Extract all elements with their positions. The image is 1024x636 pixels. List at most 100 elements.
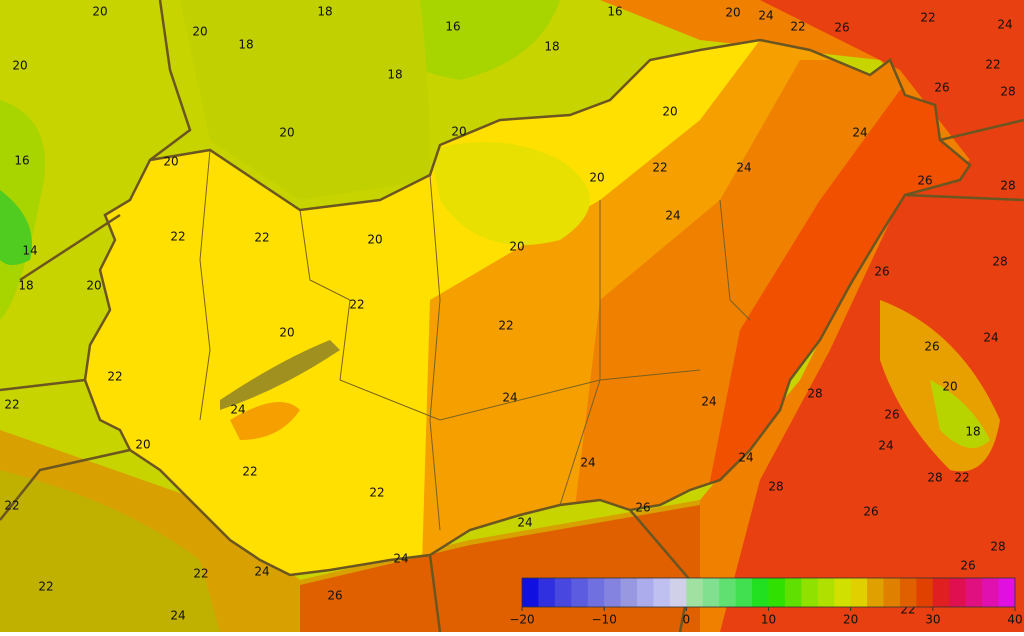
contour-label: 24 (517, 516, 532, 530)
contour-label: 26 (863, 505, 878, 519)
contour-label: 16 (445, 20, 460, 34)
contour-label: 24 (736, 161, 751, 175)
colorbar-swatch (998, 578, 1016, 607)
colorbar-swatch (653, 578, 671, 607)
colorbar-swatch (768, 578, 786, 607)
contour-label: 18 (238, 38, 253, 52)
contour-label: 24 (170, 609, 185, 623)
contour-label: 24 (701, 395, 716, 409)
colorbar-swatch (916, 578, 934, 607)
contour-label: 16 (607, 5, 622, 19)
contour-label: 26 (635, 501, 650, 515)
contour-label: 28 (990, 540, 1005, 554)
contour-label: 24 (230, 403, 245, 417)
contour-label: 24 (393, 552, 408, 566)
colorbar-swatch (571, 578, 589, 607)
contour-label: 22 (985, 58, 1000, 72)
colorbar-tick-label: 30 (925, 613, 940, 627)
contour-label: 20 (12, 59, 27, 73)
contour-label: 24 (502, 391, 517, 405)
contour-label: 20 (192, 25, 207, 39)
colorbar-swatch (669, 578, 687, 607)
contour-label: 28 (1000, 85, 1015, 99)
contour-label: 22 (242, 465, 257, 479)
contour-label: 24 (852, 126, 867, 140)
contour-label: 26 (924, 340, 939, 354)
colorbar-swatch (965, 578, 983, 607)
colorbar-swatch (899, 578, 917, 607)
colorbar: −20 −10 0 10 20 30 40 (509, 577, 1023, 627)
contour-label: 28 (807, 387, 822, 401)
colorbar-swatch (784, 578, 802, 607)
colorbar-tick-label: −10 (592, 613, 617, 627)
colorbar-swatch (883, 578, 901, 607)
contour-label: 26 (884, 408, 899, 422)
contour-label: 20 (92, 5, 107, 19)
contour-label: 22 (4, 398, 19, 412)
contour-label: 20 (86, 279, 101, 293)
contour-label: 18 (18, 279, 33, 293)
contour-label: 20 (367, 233, 382, 247)
contour-label: 20 (135, 438, 150, 452)
contour-label: 22 (254, 231, 269, 245)
colorbar-swatch (719, 578, 737, 607)
contour-label: 20 (942, 380, 957, 394)
colorbar-swatch (752, 578, 769, 607)
colorbar-swatch (587, 578, 605, 607)
colorbar-tick-label: 40 (1007, 613, 1022, 627)
contour-label: 20 (279, 326, 294, 340)
colorbar-swatch (949, 578, 967, 607)
contour-label: 24 (983, 331, 998, 345)
contour-label: 22 (652, 161, 667, 175)
contour-label: 18 (387, 68, 402, 82)
contour-label: 14 (22, 244, 37, 258)
contour-label: 28 (992, 255, 1007, 269)
colorbar-swatch (982, 578, 1000, 607)
contour-label: 22 (369, 486, 384, 500)
contour-label: 26 (327, 589, 342, 603)
contour-label: 20 (163, 155, 178, 169)
contour-label: 26 (917, 174, 932, 188)
contour-label: 22 (193, 567, 208, 581)
contour-label: 24 (665, 209, 680, 223)
colorbar-swatch (735, 578, 753, 607)
contour-label: 22 (954, 471, 969, 485)
colorbar-tick-label: 0 (683, 613, 691, 627)
contour-label: 26 (960, 559, 975, 573)
contour-label: 24 (738, 451, 753, 465)
colorbar-swatch (554, 578, 572, 607)
contour-label: 18 (965, 425, 980, 439)
contour-label: 24 (878, 439, 893, 453)
contour-label: 22 (4, 499, 19, 513)
contour-label: 20 (589, 171, 604, 185)
colorbar-tick-label: 10 (761, 613, 776, 627)
contour-label: 22 (349, 298, 364, 312)
contour-labels: 20 20 18 18 16 16 18 18 20 24 22 26 22 24 22 26 28 20 20 20… (4, 5, 1015, 623)
contour-label: 22 (920, 11, 935, 25)
colorbar-swatch (620, 578, 638, 607)
contour-label: 26 (934, 81, 949, 95)
county-borders (199, 149, 751, 531)
contour-label: 22 (38, 580, 53, 594)
contour-label: 20 (451, 125, 466, 139)
colorbar-swatch (702, 578, 720, 607)
contour-label: 16 (14, 154, 29, 168)
contour-label: 24 (580, 456, 595, 470)
contour-label: 28 (927, 471, 942, 485)
contour-label: 28 (1000, 179, 1015, 193)
contour-label: 20 (279, 126, 294, 140)
contour-label: 28 (768, 480, 783, 494)
contour-label: 24 (997, 18, 1012, 32)
contour-label: 20 (509, 240, 524, 254)
colorbar-swatch (801, 578, 819, 607)
colorbar-swatch (850, 578, 868, 607)
colorbar-swatch (817, 578, 835, 607)
contour-label: 18 (544, 40, 559, 54)
colorbar-swatch (834, 578, 852, 607)
colorbar-tick-label: 20 (843, 613, 858, 627)
colorbar-swatch (932, 578, 950, 607)
colorbar-swatch (637, 578, 654, 607)
contour-label: 26 (874, 265, 889, 279)
contour-label: 22 (107, 370, 122, 384)
